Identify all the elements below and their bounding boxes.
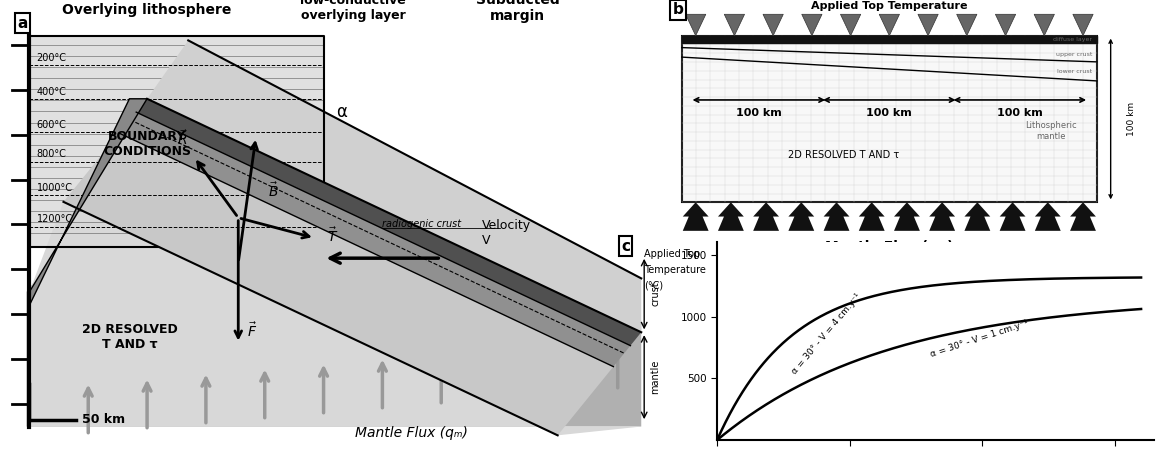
Text: 1200°C: 1200°C xyxy=(36,215,72,224)
Polygon shape xyxy=(718,202,744,231)
Text: Subducted
margin: Subducted margin xyxy=(476,0,560,23)
Polygon shape xyxy=(683,202,709,231)
Polygon shape xyxy=(29,36,324,247)
Polygon shape xyxy=(1034,14,1054,36)
Text: Temperature: Temperature xyxy=(644,265,707,275)
Polygon shape xyxy=(1073,14,1094,36)
Text: a: a xyxy=(17,16,28,31)
Polygon shape xyxy=(29,99,147,305)
Text: low-conductive
overlying layer: low-conductive overlying layer xyxy=(300,0,406,22)
Polygon shape xyxy=(964,202,990,231)
Polygon shape xyxy=(763,14,784,36)
Text: $\vec{R}$: $\vec{R}$ xyxy=(176,130,188,148)
Text: radiogenic crust: radiogenic crust xyxy=(382,220,462,229)
Polygon shape xyxy=(63,133,613,436)
Polygon shape xyxy=(686,14,705,36)
Text: Mantle Flux (qₘ): Mantle Flux (qₘ) xyxy=(826,240,954,254)
Polygon shape xyxy=(1035,202,1061,231)
Text: α = 30° - V = 4 cm.y⁻¹: α = 30° - V = 4 cm.y⁻¹ xyxy=(791,292,863,376)
Text: (°C): (°C) xyxy=(644,281,663,291)
Text: Lithospheric
mantle: Lithospheric mantle xyxy=(1025,121,1076,141)
Text: α = 30° - V = 1 cm.y⁻¹: α = 30° - V = 1 cm.y⁻¹ xyxy=(929,319,1030,359)
Text: Overlying lithosphere: Overlying lithosphere xyxy=(63,3,232,17)
Polygon shape xyxy=(918,14,939,36)
Text: 50 km: 50 km xyxy=(83,414,126,426)
Text: 200°C: 200°C xyxy=(36,53,66,63)
Text: $\vec{F}$: $\vec{F}$ xyxy=(247,321,258,339)
Polygon shape xyxy=(841,14,861,36)
Polygon shape xyxy=(999,202,1025,231)
Polygon shape xyxy=(894,202,920,231)
Text: $\vec{T}$: $\vec{T}$ xyxy=(326,226,338,245)
Polygon shape xyxy=(29,202,641,436)
Text: diffuse layer: diffuse layer xyxy=(1053,37,1093,42)
Polygon shape xyxy=(823,202,850,231)
Text: 100 km: 100 km xyxy=(866,108,912,118)
Text: c: c xyxy=(621,238,630,254)
Text: 800°C: 800°C xyxy=(36,150,66,159)
Text: 1000°C: 1000°C xyxy=(36,183,72,193)
Polygon shape xyxy=(27,112,641,427)
Polygon shape xyxy=(119,112,631,367)
Polygon shape xyxy=(879,14,899,36)
Polygon shape xyxy=(859,202,885,231)
Text: Applied Top: Applied Top xyxy=(644,249,701,259)
Polygon shape xyxy=(753,202,779,231)
Polygon shape xyxy=(1070,202,1096,231)
Polygon shape xyxy=(929,202,955,231)
Text: lower crust: lower crust xyxy=(1058,69,1093,74)
Text: 600°C: 600°C xyxy=(36,120,66,130)
Text: 2D RESOLVED
T AND τ: 2D RESOLVED T AND τ xyxy=(82,323,177,351)
Polygon shape xyxy=(147,40,641,332)
Polygon shape xyxy=(136,99,641,346)
FancyBboxPatch shape xyxy=(682,36,1097,202)
Text: $\vec{B}$: $\vec{B}$ xyxy=(268,181,279,200)
Text: α: α xyxy=(336,103,346,121)
Polygon shape xyxy=(996,14,1016,36)
Text: upper crust: upper crust xyxy=(1056,52,1093,57)
Text: 100 km: 100 km xyxy=(736,108,781,118)
Text: Velocity
V: Velocity V xyxy=(483,219,532,247)
Text: Mantle Flux (qₘ): Mantle Flux (qₘ) xyxy=(356,426,469,440)
Polygon shape xyxy=(788,202,814,231)
Polygon shape xyxy=(724,14,745,36)
Text: b: b xyxy=(673,2,683,18)
Text: Applied Top Temperature: Applied Top Temperature xyxy=(812,1,968,11)
Text: 2D RESOLVED T AND τ: 2D RESOLVED T AND τ xyxy=(787,150,899,160)
Polygon shape xyxy=(802,14,822,36)
Text: BOUNDARY
CONDITIONS: BOUNDARY CONDITIONS xyxy=(103,130,191,158)
Polygon shape xyxy=(956,14,977,36)
Text: 100 km: 100 km xyxy=(1126,102,1136,136)
Text: mantle: mantle xyxy=(651,360,660,394)
Text: crust: crust xyxy=(651,282,660,306)
Text: 400°C: 400°C xyxy=(36,87,66,97)
Text: 100 km: 100 km xyxy=(997,108,1042,118)
